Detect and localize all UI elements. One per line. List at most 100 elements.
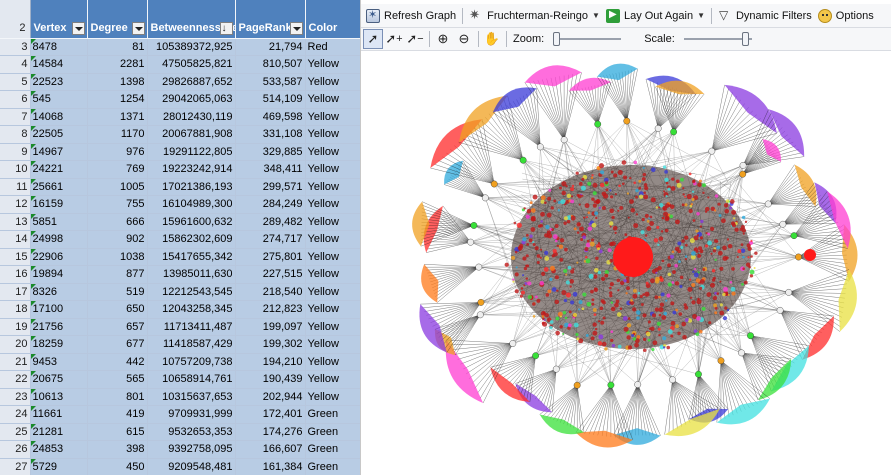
cell-betweenness[interactable]: 15862302,609 <box>147 230 236 249</box>
cell-color[interactable]: Red <box>305 38 360 56</box>
cell-vertex[interactable]: 10613 <box>30 388 88 406</box>
pan-hand-icon[interactable]: ✋ <box>483 31 501 46</box>
cell-vertex[interactable]: 24221 <box>30 160 88 179</box>
cell-pagerank[interactable]: 161,384 <box>235 458 306 475</box>
row-number[interactable]: 6 <box>0 90 31 109</box>
slider-thumb[interactable] <box>553 32 561 46</box>
cell-vertex[interactable]: 14068 <box>30 108 88 126</box>
cell-vertex[interactable]: 21281 <box>30 423 88 441</box>
hub-vertex[interactable] <box>481 194 489 202</box>
cell-vertex[interactable]: 22906 <box>30 248 88 266</box>
cell-betweenness[interactable]: 19291122,805 <box>147 143 236 161</box>
cell-color[interactable]: Green <box>305 405 360 424</box>
hub-vertex[interactable] <box>467 238 475 246</box>
cell-color[interactable]: Yellow <box>305 160 360 179</box>
cell-color[interactable]: Yellow <box>305 55 360 74</box>
add-vertex-pointer-icon[interactable]: ➚ + <box>385 31 403 46</box>
row-number[interactable]: 16 <box>0 265 31 284</box>
cell-degree[interactable]: 769 <box>87 160 148 179</box>
row-number[interactable]: 12 <box>0 195 31 214</box>
row-number[interactable]: 4 <box>0 55 31 74</box>
cell-betweenness[interactable]: 9209548,481 <box>147 458 236 475</box>
cell-pagerank[interactable]: 284,249 <box>235 195 306 214</box>
hub-vertex[interactable] <box>670 128 678 136</box>
cell-color[interactable]: Yellow <box>305 230 360 249</box>
hub-vertex[interactable] <box>739 161 747 169</box>
cell-pagerank[interactable]: 348,411 <box>235 160 306 179</box>
cell-color[interactable]: Yellow <box>305 178 360 196</box>
hub-vertex[interactable] <box>717 357 725 365</box>
cell-vertex[interactable]: 19894 <box>30 265 88 284</box>
hub-vertex[interactable] <box>738 349 745 357</box>
cell-degree[interactable]: 1254 <box>87 90 148 109</box>
hub-vertex[interactable] <box>552 365 560 373</box>
network-graph-canvas[interactable] <box>361 52 891 475</box>
lay-out-again-button[interactable]: Lay Out Again ▼ <box>603 6 708 26</box>
row-number[interactable]: 22 <box>0 370 31 389</box>
hub-vertex[interactable] <box>790 232 798 240</box>
refresh-graph-button[interactable]: Refresh Graph <box>363 6 459 26</box>
hub-vertex[interactable] <box>785 288 793 296</box>
hub-vertex[interactable] <box>669 376 676 384</box>
cell-degree[interactable]: 976 <box>87 143 148 161</box>
cell-vertex[interactable]: 8478 <box>30 38 88 56</box>
hub-vertex[interactable] <box>476 311 484 319</box>
hub-vertex[interactable] <box>470 222 478 229</box>
cell-pagerank[interactable]: 202,944 <box>235 388 306 406</box>
cell-betweenness[interactable]: 9532653,353 <box>147 423 236 441</box>
row-number[interactable]: 2 <box>0 0 31 39</box>
row-number[interactable]: 23 <box>0 388 31 406</box>
hub-vertex[interactable] <box>573 381 581 389</box>
hub-vertex[interactable] <box>490 180 498 188</box>
cell-color[interactable]: Yellow <box>305 318 360 336</box>
cell-vertex[interactable]: 5729 <box>30 458 88 475</box>
cell-color[interactable]: Green <box>305 458 360 475</box>
cell-betweenness[interactable]: 9392758,095 <box>147 440 236 459</box>
cell-degree[interactable]: 902 <box>87 230 148 249</box>
cell-betweenness[interactable]: 13985011,630 <box>147 265 236 284</box>
cell-vertex[interactable]: 11661 <box>30 405 88 424</box>
top-betweenness-vertex[interactable] <box>613 237 653 277</box>
cell-degree[interactable]: 1398 <box>87 73 148 91</box>
cell-degree[interactable]: 615 <box>87 423 148 441</box>
cell-pagerank[interactable]: 166,607 <box>235 440 306 459</box>
cell-vertex[interactable]: 14967 <box>30 143 88 161</box>
row-number[interactable]: 20 <box>0 335 31 354</box>
cell-pagerank[interactable]: 331,108 <box>235 125 306 144</box>
cell-pagerank[interactable]: 329,885 <box>235 143 306 161</box>
cell-betweenness[interactable]: 15961600,632 <box>147 213 236 231</box>
cell-degree[interactable]: 2281 <box>87 55 148 74</box>
cell-pagerank[interactable]: 199,097 <box>235 318 306 336</box>
cell-vertex[interactable]: 17100 <box>30 300 88 319</box>
hub-vertex[interactable] <box>739 170 747 178</box>
cell-betweenness[interactable]: 9709931,999 <box>147 405 236 424</box>
cell-degree[interactable]: 801 <box>87 388 148 406</box>
cell-betweenness[interactable]: 29042065,063 <box>147 90 236 109</box>
hub-vertex[interactable] <box>607 381 615 389</box>
row-number[interactable]: 5 <box>0 73 31 91</box>
cell-pagerank[interactable]: 21,794 <box>235 38 306 56</box>
hub-vertex[interactable] <box>509 340 517 347</box>
cell-pagerank[interactable]: 172,401 <box>235 405 306 424</box>
cell-vertex[interactable]: 5851 <box>30 213 88 231</box>
zoom-in-icon[interactable]: ⊕ <box>437 31 449 46</box>
filter-dropdown-icon[interactable] <box>131 21 145 35</box>
cell-betweenness[interactable]: 15417655,342 <box>147 248 236 266</box>
cell-degree[interactable]: 877 <box>87 265 148 284</box>
cell-degree[interactable]: 677 <box>87 335 148 354</box>
cell-vertex[interactable]: 16159 <box>30 195 88 214</box>
remove-vertex-pointer-icon[interactable]: ➚ − <box>406 31 424 46</box>
chevron-down-icon[interactable]: ▼ <box>697 11 705 20</box>
row-number[interactable]: 24 <box>0 405 31 424</box>
cell-vertex[interactable]: 20675 <box>30 370 88 389</box>
cell-betweenness[interactable]: 47505825,821 <box>147 55 236 74</box>
row-number[interactable]: 25 <box>0 423 31 441</box>
cell-betweenness[interactable]: 29826887,652 <box>147 73 236 91</box>
cell-degree[interactable]: 1005 <box>87 178 148 196</box>
cell-degree[interactable]: 442 <box>87 353 148 371</box>
cell-pagerank[interactable]: 289,482 <box>235 213 306 231</box>
cell-degree[interactable]: 1038 <box>87 248 148 266</box>
cell-color[interactable]: Yellow <box>305 353 360 371</box>
hub-vertex[interactable] <box>776 306 784 314</box>
cell-betweenness[interactable]: 20067881,908 <box>147 125 236 144</box>
